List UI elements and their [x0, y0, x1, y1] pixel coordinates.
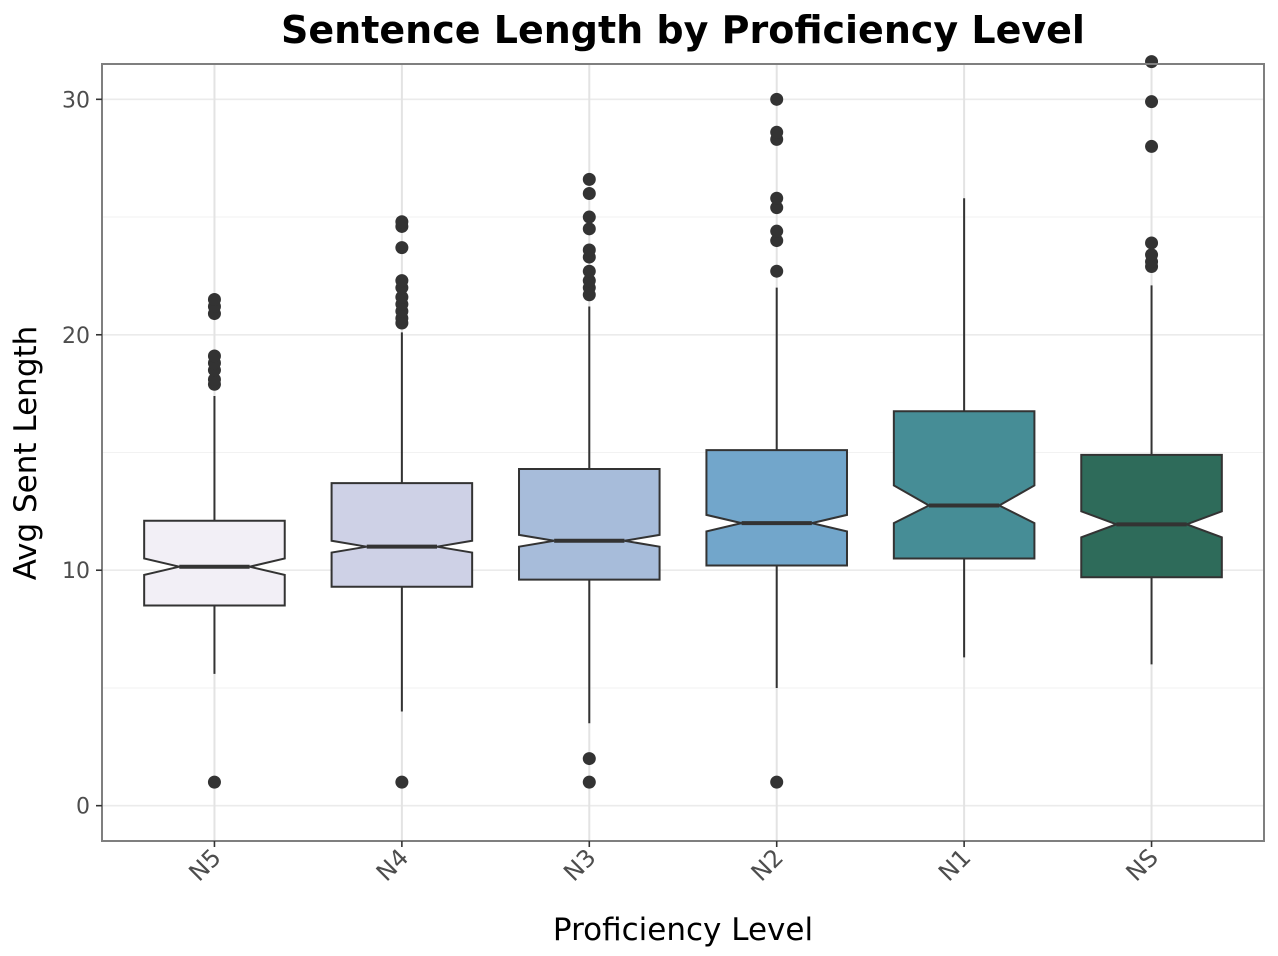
outlier-point: [770, 201, 784, 215]
x-tick-label: N4: [371, 843, 414, 886]
outlier-point: [207, 775, 221, 789]
x-tick-label: N2: [746, 843, 789, 886]
outlier-point: [1145, 236, 1159, 250]
outlier-point: [582, 172, 596, 186]
outlier-point: [770, 775, 784, 789]
outlier-point: [770, 234, 784, 248]
outlier-point: [582, 274, 596, 288]
x-tick-label: N1: [933, 843, 976, 886]
plot-panel-border: [101, 63, 1265, 842]
outlier-point: [207, 373, 221, 387]
outlier-point: [770, 224, 784, 238]
outlier-point: [1145, 95, 1159, 109]
outlier-point: [395, 215, 409, 229]
box-n4: [330, 215, 474, 789]
box-layer: [143, 55, 1223, 789]
x-tick-label: N5: [183, 843, 226, 886]
box-n1: [892, 198, 1036, 658]
chart-title: Sentence Length by Proficiency Level: [281, 8, 1085, 52]
outlier-point: [582, 222, 596, 236]
outlier-point: [582, 187, 596, 200]
outlier-point: [582, 210, 596, 224]
outlier-point: [207, 292, 221, 306]
outlier-point: [770, 92, 784, 106]
box-n5: [143, 292, 286, 789]
outlier-point: [582, 752, 596, 766]
y-axis-label: Avg Sent Length: [8, 326, 44, 581]
x-axis: N5 N4 N3 N2 N1 NS: [183, 841, 1164, 887]
outlier-point: [770, 125, 784, 139]
outlier-point: [582, 264, 596, 278]
outlier-point: [770, 191, 784, 205]
outlier-point: [582, 243, 596, 257]
x-tick-label: NS: [1121, 843, 1164, 886]
box-body: [705, 449, 848, 567]
outlier-point: [1145, 139, 1159, 153]
outlier-point: [395, 775, 409, 789]
box-n3: [518, 172, 661, 789]
box-ns: [1080, 55, 1223, 665]
x-axis-label: Proficiency Level: [553, 912, 813, 948]
outlier-point: [207, 349, 221, 363]
outlier-point: [1145, 248, 1159, 262]
box-body: [330, 482, 474, 588]
y-tick-label: 10: [62, 559, 90, 584]
y-tick-label: 20: [62, 324, 90, 349]
grid-layer: [102, 64, 1264, 841]
x-tick-label: N3: [558, 843, 601, 886]
y-tick-label: 30: [62, 88, 90, 113]
outlier-point: [770, 264, 784, 278]
outlier-point: [1145, 55, 1159, 69]
y-axis: 0 10 20 30: [62, 88, 102, 820]
box-n2: [705, 92, 848, 789]
outlier-point: [395, 241, 409, 255]
outlier-point: [582, 775, 596, 789]
box-body: [1080, 453, 1223, 579]
box-body: [518, 467, 661, 581]
outlier-point: [395, 274, 409, 288]
box-body: [143, 519, 286, 607]
box-body: [892, 410, 1036, 560]
y-tick-label: 0: [76, 795, 90, 820]
outlier-point: [395, 290, 409, 304]
